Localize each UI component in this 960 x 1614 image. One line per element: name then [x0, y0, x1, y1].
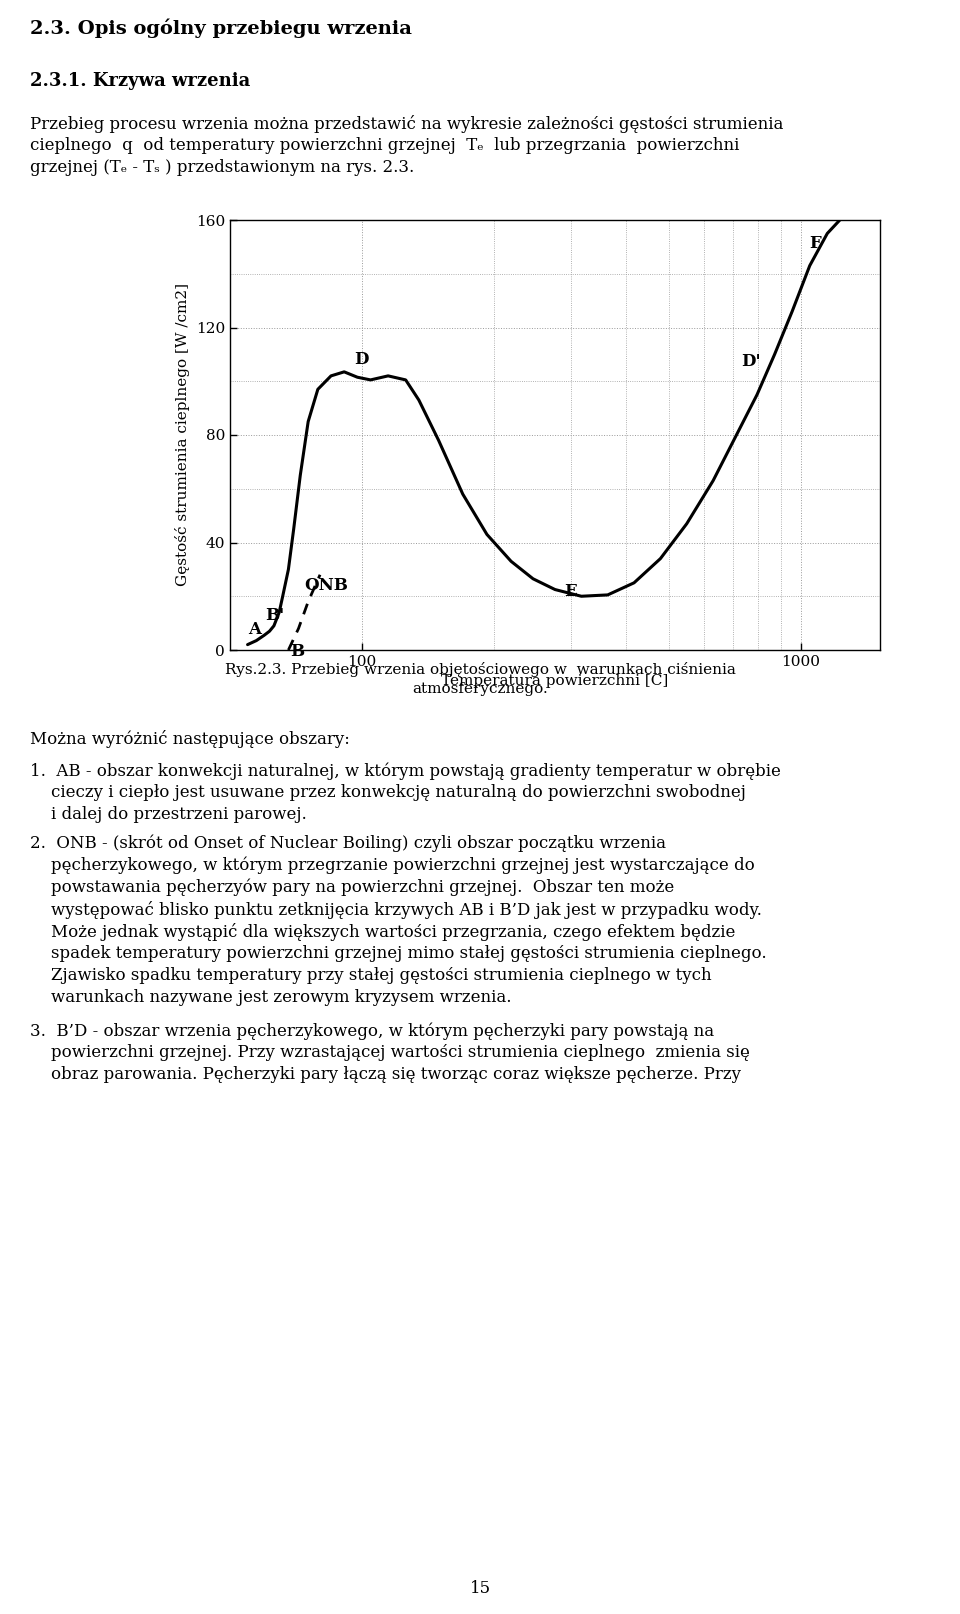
- Text: Przebieg procesu wrzenia można przedstawić na wykresie zależności gęstości strum: Przebieg procesu wrzenia można przedstaw…: [30, 115, 783, 132]
- Text: grzejnej (Tₑ - Tₛ ) przedstawionym na rys. 2.3.: grzejnej (Tₑ - Tₛ ) przedstawionym na ry…: [30, 160, 415, 176]
- Text: i dalej do przestrzeni parowej.: i dalej do przestrzeni parowej.: [30, 805, 307, 823]
- Text: powierzchni grzejnej. Przy wzrastającej wartości strumienia cieplnego  zmienia s: powierzchni grzejnej. Przy wzrastającej …: [30, 1044, 750, 1060]
- Text: ONB: ONB: [304, 576, 348, 594]
- Text: Można wyróżnić następujące obszary:: Można wyróżnić następujące obszary:: [30, 730, 349, 747]
- Text: obraz parowania. Pęcherzyki pary łączą się tworząc coraz większe pęcherze. Przy: obraz parowania. Pęcherzyki pary łączą s…: [30, 1065, 741, 1083]
- Text: pęcherzykowego, w którym przegrzanie powierzchni grzejnej jest wystarczające do: pęcherzykowego, w którym przegrzanie pow…: [30, 857, 755, 875]
- Text: cieczy i ciepło jest usuwane przez konwekcję naturalną do powierzchni swobodnej: cieczy i ciepło jest usuwane przez konwe…: [30, 784, 746, 801]
- Text: spadek temperatury powierzchni grzejnej mimo stałej gęstości strumienia cieplneg: spadek temperatury powierzchni grzejnej …: [30, 946, 767, 962]
- Text: 15: 15: [469, 1580, 491, 1596]
- Text: 3.  B’D - obszar wrzenia pęcherzykowego, w którym pęcherzyki pary powstają na: 3. B’D - obszar wrzenia pęcherzykowego, …: [30, 1022, 714, 1039]
- Text: B': B': [266, 607, 285, 625]
- Text: 2.3. Opis ogólny przebiegu wrzenia: 2.3. Opis ogólny przebiegu wrzenia: [30, 18, 412, 37]
- Text: warunkach nazywane jest zerowym kryzysem wrzenia.: warunkach nazywane jest zerowym kryzysem…: [30, 989, 512, 1006]
- Text: 2.3.1. Krzywa wrzenia: 2.3.1. Krzywa wrzenia: [30, 73, 251, 90]
- Y-axis label: Gęstość strumienia cieplnego [W /cm2]: Gęstość strumienia cieplnego [W /cm2]: [176, 284, 190, 586]
- Text: atmosferycznego.: atmosferycznego.: [412, 683, 548, 696]
- Text: E: E: [564, 583, 577, 600]
- Text: D: D: [354, 350, 369, 368]
- Text: Rys.2.3. Przebieg wrzenia objętościowego w  warunkach ciśnienia: Rys.2.3. Przebieg wrzenia objętościowego…: [225, 662, 735, 676]
- Text: 2.  ONB - (skrót od Onset of Nuclear Boiling) czyli obszar początku wrzenia: 2. ONB - (skrót od Onset of Nuclear Boil…: [30, 834, 666, 852]
- Text: 1.  AB - obszar konwekcji naturalnej, w którym powstają gradienty temperatur w o: 1. AB - obszar konwekcji naturalnej, w k…: [30, 762, 780, 780]
- Text: cieplnego  q  od temperatury powierzchni grzejnej  Tₑ  lub przegrzania  powierzc: cieplnego q od temperatury powierzchni g…: [30, 137, 739, 153]
- Text: powstawania pęcherzyów pary na powierzchni grzejnej.  Obszar ten może: powstawania pęcherzyów pary na powierzch…: [30, 880, 674, 896]
- Text: A: A: [248, 621, 261, 638]
- Text: występować blisko punktu zetknijęcia krzywych AB i B’D jak jest w przypadku wody: występować blisko punktu zetknijęcia krz…: [30, 901, 762, 918]
- Text: Zjawisko spadku temperatury przy stałej gęstości strumienia cieplnego w tych: Zjawisko spadku temperatury przy stałej …: [30, 967, 711, 985]
- X-axis label: Temperatura powierzchni [C]: Temperatura powierzchni [C]: [442, 675, 668, 689]
- Text: D': D': [742, 353, 761, 371]
- Text: Może jednak wystąpić dla większych wartości przegrzania, czego efektem będzie: Może jednak wystąpić dla większych warto…: [30, 923, 735, 941]
- Text: F: F: [809, 236, 822, 252]
- Text: B: B: [290, 644, 303, 660]
